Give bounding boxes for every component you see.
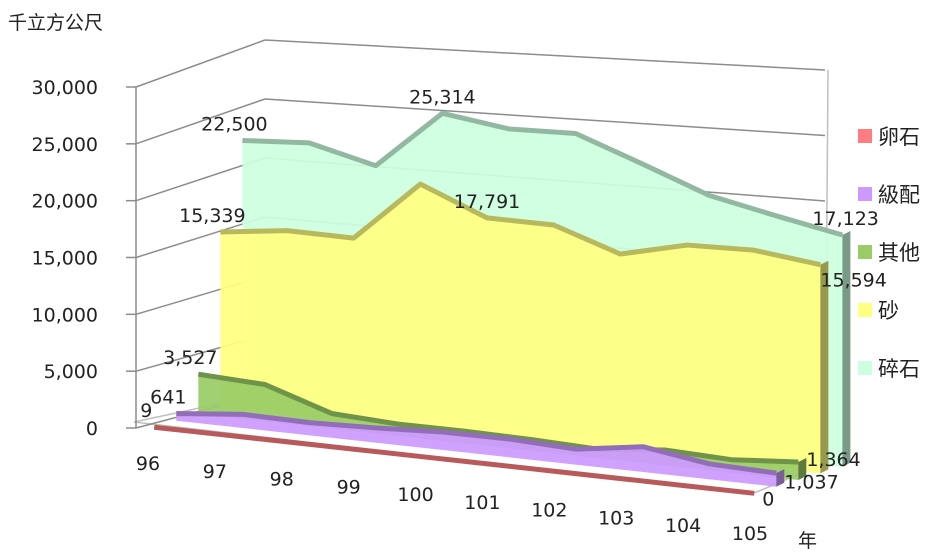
x-tick-label: 98 bbox=[270, 469, 294, 491]
series-area-4 bbox=[220, 184, 821, 474]
y-axis-title: 千立方公尺 bbox=[8, 12, 104, 34]
data-label: 641 bbox=[150, 387, 186, 409]
data-label: 1,037 bbox=[784, 472, 838, 494]
legend-swatch bbox=[858, 361, 872, 375]
series-endface-2 bbox=[776, 469, 785, 487]
legend-item: 砂 bbox=[858, 299, 920, 323]
x-tick-label: 100 bbox=[397, 484, 433, 506]
legend-item: 其他 bbox=[858, 241, 920, 265]
y-axis: 0 5,000 10,000 15,000 20,000 25,000 30,000 bbox=[32, 77, 136, 440]
x-tick-label: 97 bbox=[203, 461, 227, 483]
x-axis: 96 97 98 99 100 101 102 103 104 105 bbox=[136, 453, 768, 545]
legend-swatch bbox=[858, 303, 872, 317]
series-endface-3 bbox=[798, 458, 807, 481]
data-label: 1,364 bbox=[806, 449, 860, 471]
series-ridge-5 bbox=[242, 110, 844, 238]
x-tick-label: 102 bbox=[531, 500, 567, 522]
legend-swatch bbox=[858, 187, 872, 201]
x-tick-label: 101 bbox=[464, 492, 500, 514]
data-label: 3,527 bbox=[163, 347, 217, 369]
legend-swatch bbox=[858, 129, 872, 143]
data-label: 17,791 bbox=[454, 191, 520, 213]
x-tick-label: 99 bbox=[337, 476, 361, 498]
series-area-2 bbox=[176, 413, 777, 487]
y-tick-label: 15,000 bbox=[32, 248, 98, 270]
gridline-side bbox=[135, 39, 266, 88]
x-tick-label: 105 bbox=[732, 523, 768, 545]
series-endface-5 bbox=[842, 230, 851, 467]
y-tick-label: 5,000 bbox=[44, 361, 98, 383]
legend-item: 碎石 bbox=[858, 357, 920, 381]
legend: 卵石 級配 其他砂碎石 bbox=[858, 125, 920, 416]
data-label: 22,500 bbox=[201, 113, 267, 135]
legend-label: 其他 bbox=[878, 241, 920, 265]
data-label: 9 bbox=[140, 400, 152, 422]
series-ridge-4 bbox=[220, 181, 821, 268]
series-endface-4 bbox=[820, 260, 829, 474]
y-tick-label: 0 bbox=[86, 418, 98, 440]
legend-label: 級配 bbox=[878, 183, 920, 207]
gridline-side bbox=[135, 98, 266, 145]
y-tick-label: 20,000 bbox=[32, 191, 98, 213]
y-tick-label: 25,000 bbox=[32, 134, 98, 156]
x-axis-title: 年 bbox=[798, 530, 818, 552]
y-tick-label: 10,000 bbox=[32, 304, 98, 326]
legend-item: 級配 bbox=[858, 183, 920, 207]
x-tick-label: 103 bbox=[598, 507, 634, 529]
data-label: 17,123 bbox=[812, 208, 878, 230]
y-tick-label: 30,000 bbox=[32, 77, 98, 99]
legend-swatch bbox=[858, 245, 872, 259]
data-label: 15,339 bbox=[179, 205, 245, 227]
series-ridge-2 bbox=[176, 411, 777, 476]
data-labels: 9 0 641 1,037 3,527 1,364 15,339 17,791 15,594 22… bbox=[140, 86, 887, 510]
legend-item: 卵石 bbox=[858, 125, 920, 149]
legend-label: 碎石 bbox=[878, 357, 920, 381]
x-tick-label: 104 bbox=[665, 515, 701, 537]
gridline bbox=[264, 98, 826, 137]
gridline bbox=[264, 39, 826, 71]
data-label: 0 bbox=[762, 488, 774, 510]
x-tick-label: 96 bbox=[136, 453, 160, 475]
legend-label: 砂 bbox=[878, 299, 899, 323]
data-label: 15,594 bbox=[820, 270, 886, 292]
series-areas bbox=[153, 110, 851, 496]
legend-label: 卵石 bbox=[878, 125, 920, 149]
series-ridge-1 bbox=[153, 424, 755, 496]
data-label: 25,314 bbox=[409, 86, 475, 108]
